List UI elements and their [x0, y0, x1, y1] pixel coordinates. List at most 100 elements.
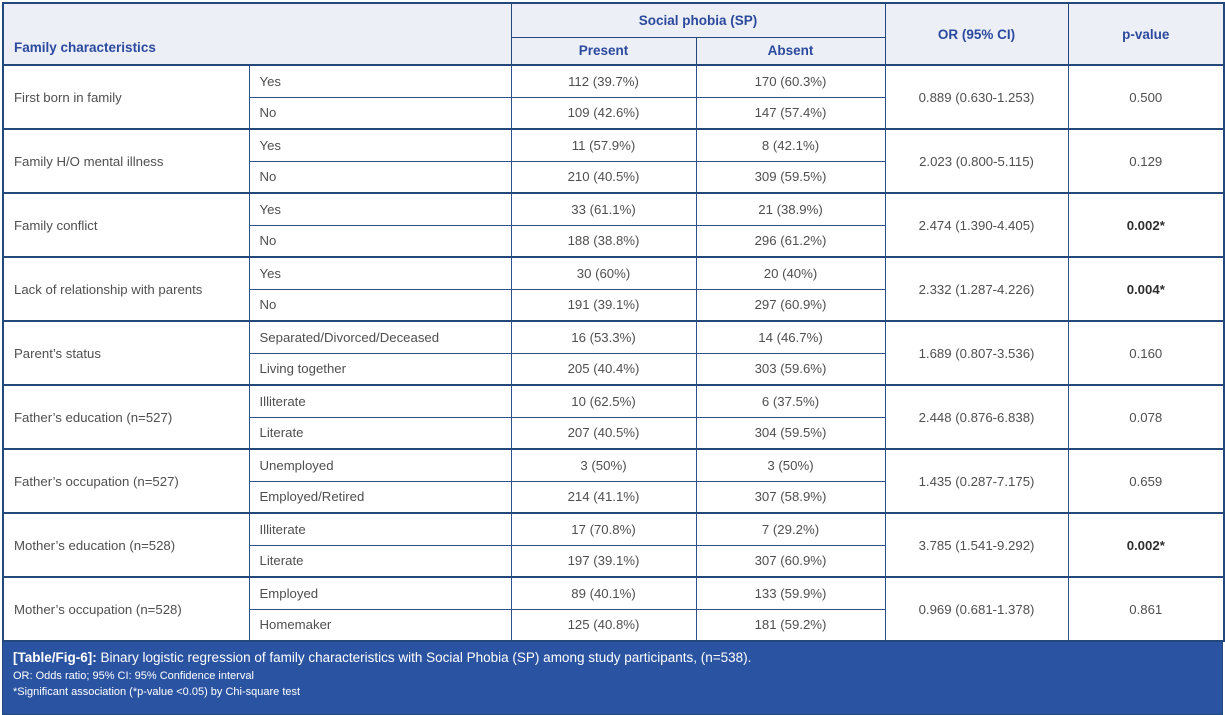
- absent-value-cell: 303 (59.6%): [695, 352, 886, 386]
- subcategory-cell: No: [248, 224, 512, 258]
- p-value-cell: 0.004*: [1067, 256, 1225, 322]
- caption-text: Binary logistic regression of family cha…: [100, 650, 752, 665]
- subcategory-cell: Living together: [248, 352, 512, 386]
- absent-value-cell: 133 (59.9%): [695, 576, 886, 610]
- present-value-cell: 205 (40.4%): [510, 352, 697, 386]
- caption-note-significance: *Significant association (*p-value <0.05…: [13, 686, 301, 699]
- col-header-present: Present: [510, 36, 697, 66]
- absent-value-cell: 181 (59.2%): [695, 608, 886, 642]
- absent-value-cell: 6 (37.5%): [695, 384, 886, 418]
- characteristic-cell: Lack of relationship with parents: [2, 256, 250, 322]
- table-row: Literate 207 (40.5%) 304 (59.5%): [3, 416, 1224, 450]
- or-ci-cell: 2.023 (0.800-5.115): [884, 128, 1069, 194]
- col-header-or-ci: OR (95% CI): [884, 2, 1069, 66]
- subcategory-cell: Homemaker: [248, 608, 512, 642]
- characteristic-cell: Family H/O mental illness: [2, 128, 250, 194]
- subcategory-cell: No: [248, 160, 512, 194]
- subcategory-cell: Unemployed: [248, 448, 512, 482]
- or-ci-cell: 0.889 (0.630-1.253): [884, 64, 1069, 130]
- characteristic-cell: Father’s education (n=527): [2, 384, 250, 450]
- or-ci-cell: 3.785 (1.541-9.292): [884, 512, 1069, 578]
- characteristic-cell: First born in family: [2, 64, 250, 130]
- present-value-cell: 214 (41.1%): [510, 480, 697, 514]
- present-value-cell: 125 (40.8%): [510, 608, 697, 642]
- table-row: Living together 205 (40.4%) 303 (59.6%): [3, 352, 1224, 386]
- present-value-cell: 10 (62.5%): [510, 384, 697, 418]
- p-value-cell: 0.861: [1067, 576, 1225, 642]
- subcategory-cell: Yes: [248, 192, 512, 226]
- table-row: Mother’s education (n=528) Illiterate 17 (…: [2, 512, 1225, 578]
- present-value-cell: 109 (42.6%): [510, 96, 697, 130]
- present-value-cell: 11 (57.9%): [510, 128, 697, 162]
- present-value-cell: 112 (39.7%): [510, 64, 697, 98]
- absent-value-cell: 7 (29.2%): [695, 512, 886, 546]
- subcategory-cell: No: [248, 288, 512, 322]
- table-row: No 109 (42.6%) 147 (57.4%): [3, 96, 1224, 130]
- characteristic-cell: Mother’s education (n=528): [2, 512, 250, 578]
- table-caption: [Table/Fig-6]: Binary logistic regressio…: [2, 642, 1223, 715]
- table-row: Employed/Retired 214 (41.1%) 307 (58.9%): [3, 480, 1224, 514]
- p-value-cell: 0.078: [1067, 384, 1225, 450]
- table-header: Family characteristics Social phobia (SP…: [2, 2, 1225, 66]
- p-value-cell: 0.500: [1067, 64, 1225, 130]
- subcategory-cell: Yes: [248, 256, 512, 290]
- present-value-cell: 16 (53.3%): [510, 320, 697, 354]
- p-value-cell: 0.659: [1067, 448, 1225, 514]
- present-value-cell: 191 (39.1%): [510, 288, 697, 322]
- absent-value-cell: 8 (42.1%): [695, 128, 886, 162]
- or-ci-cell: 2.474 (1.390-4.405): [884, 192, 1069, 258]
- p-value-cell: 0.160: [1067, 320, 1225, 386]
- or-ci-cell: 0.969 (0.681-1.378): [884, 576, 1069, 642]
- table-row: Homemaker 125 (40.8%) 181 (59.2%): [3, 608, 1224, 642]
- absent-value-cell: 307 (58.9%): [695, 480, 886, 514]
- characteristic-cell: Parent’s status: [2, 320, 250, 386]
- subcategory-cell: Yes: [248, 128, 512, 162]
- regression-table: Family characteristics Social phobia (SP…: [2, 2, 1225, 642]
- or-ci-cell: 2.332 (1.287-4.226): [884, 256, 1069, 322]
- subcategory-cell: No: [248, 96, 512, 130]
- subcategory-cell: Yes: [248, 64, 512, 98]
- subcategory-cell: Literate: [248, 544, 512, 578]
- subcategory-cell: Illiterate: [248, 512, 512, 546]
- subcategory-cell: Illiterate: [248, 384, 512, 418]
- absent-value-cell: 297 (60.9%): [695, 288, 886, 322]
- table-row: No 188 (38.8%) 296 (61.2%): [3, 224, 1224, 258]
- caption-line: [Table/Fig-6]: Binary logistic regressio…: [13, 648, 1212, 668]
- table-row: No 191 (39.1%) 297 (60.9%): [3, 288, 1224, 322]
- present-value-cell: 188 (38.8%): [510, 224, 697, 258]
- table-row: Father’s education (n=527) Illiterate 10 (…: [2, 384, 1225, 450]
- absent-value-cell: 170 (60.3%): [695, 64, 886, 98]
- present-value-cell: 17 (70.8%): [510, 512, 697, 546]
- absent-value-cell: 21 (38.9%): [695, 192, 886, 226]
- characteristic-cell: Father’s occupation (n=527): [2, 448, 250, 514]
- col-header-family-characteristics: Family characteristics: [2, 2, 512, 66]
- absent-value-cell: 147 (57.4%): [695, 96, 886, 130]
- present-value-cell: 3 (50%): [510, 448, 697, 482]
- table-row: Parent’s status Separated/Divorced/Deceas…: [2, 320, 1225, 386]
- subcategory-cell: Employed/Retired: [248, 480, 512, 514]
- characteristic-cell: Family conflict: [2, 192, 250, 258]
- table-row: Family H/O mental illness Yes 11 (57.9%) 8 …: [2, 128, 1225, 194]
- absent-value-cell: 3 (50%): [695, 448, 886, 482]
- caption-label: [Table/Fig-6]:: [13, 650, 97, 665]
- table-row: No 210 (40.5%) 309 (59.5%): [3, 160, 1224, 194]
- absent-value-cell: 307 (60.9%): [695, 544, 886, 578]
- table-row: Family conflict Yes 33 (61.1%) 21 (38.9%) 2.…: [2, 192, 1225, 258]
- or-ci-cell: 1.435 (0.287-7.175): [884, 448, 1069, 514]
- col-header-absent: Absent: [695, 36, 886, 66]
- absent-value-cell: 296 (61.2%): [695, 224, 886, 258]
- absent-value-cell: 309 (59.5%): [695, 160, 886, 194]
- p-value-cell: 0.002*: [1067, 512, 1225, 578]
- caption-note-abbreviations: OR: Odds ratio; 95% CI: 95% Confidence i…: [13, 669, 254, 682]
- subcategory-cell: Literate: [248, 416, 512, 450]
- subcategory-cell: Employed: [248, 576, 512, 610]
- table-row: Father’s occupation (n=527) Unemployed 3 (…: [2, 448, 1225, 514]
- table-body: First born in family Yes 112 (39.7%) 170 (6…: [2, 64, 1225, 642]
- p-value-cell: 0.129: [1067, 128, 1225, 194]
- table-row: Lack of relationship with parents Yes 30 (…: [2, 256, 1225, 322]
- col-header-social-phobia: Social phobia (SP): [510, 2, 886, 38]
- characteristic-cell: Mother’s occupation (n=528): [2, 576, 250, 642]
- absent-value-cell: 304 (59.5%): [695, 416, 886, 450]
- present-value-cell: 89 (40.1%): [510, 576, 697, 610]
